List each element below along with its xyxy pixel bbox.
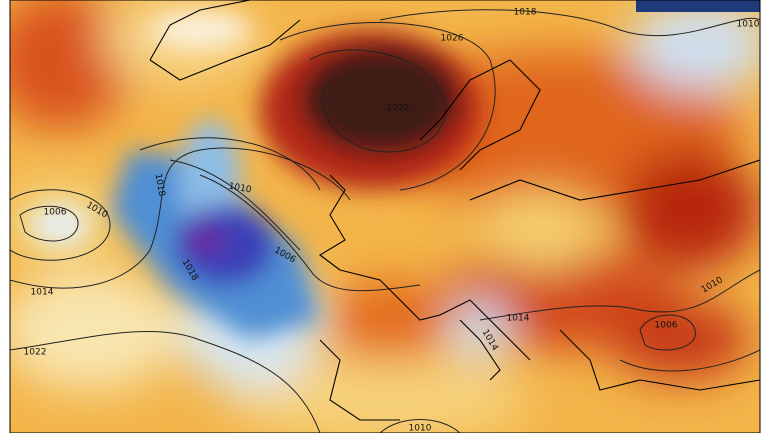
isobars: [10, 9, 760, 433]
isobar-label: 1014: [31, 288, 54, 298]
isobar-label: 1006: [44, 208, 67, 218]
isobar-label: 1026: [441, 34, 464, 44]
isobar-label: 1010: [737, 20, 760, 30]
isobar-label: 1014: [507, 314, 530, 324]
isobar-label: 1010: [409, 424, 432, 433]
isobar-label: 1018: [514, 8, 537, 18]
isobar-label: 1018: [153, 173, 167, 198]
logo-box: [636, 0, 760, 12]
isobar-label: 1006: [655, 321, 678, 331]
coastlines: [149, 0, 760, 421]
isobar-label: 1022: [24, 348, 47, 358]
isobar-label: 1022: [387, 104, 410, 114]
map-frame: [9, 0, 761, 433]
isobar-label: 1010: [228, 182, 253, 196]
